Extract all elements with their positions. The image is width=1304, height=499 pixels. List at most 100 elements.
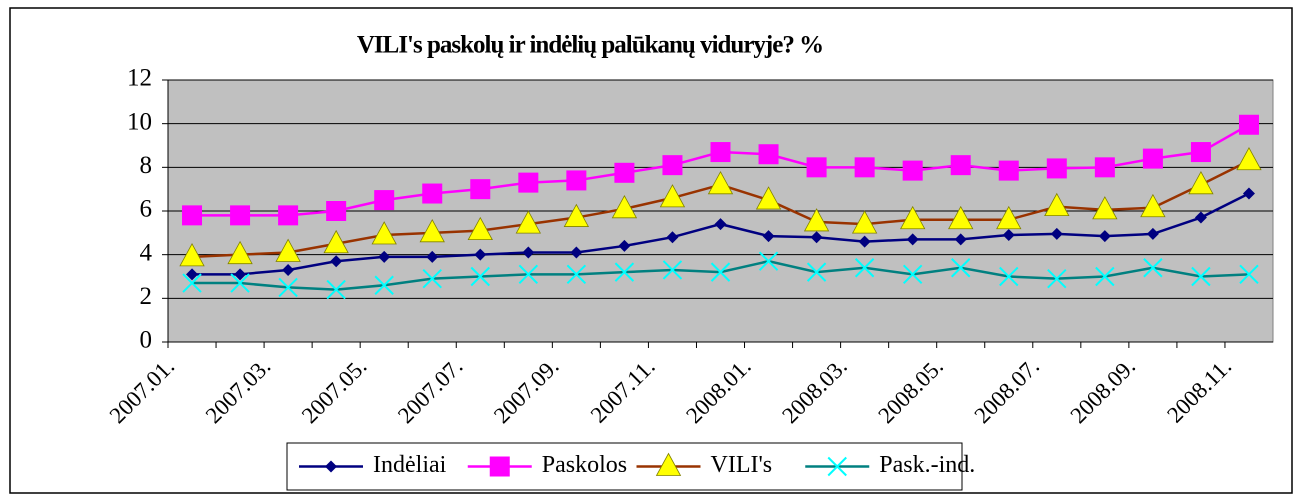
marker bbox=[1140, 193, 1166, 218]
legend-label: Paskolos bbox=[542, 452, 627, 478]
marker bbox=[999, 266, 1019, 287]
marker bbox=[323, 229, 349, 254]
marker bbox=[1146, 227, 1159, 240]
marker bbox=[762, 230, 775, 243]
marker bbox=[1143, 258, 1163, 278]
marker bbox=[710, 142, 731, 163]
marker bbox=[518, 172, 539, 193]
legend-marker bbox=[827, 456, 847, 477]
legend-marker bbox=[655, 452, 682, 476]
chart-title: VILI's paskolų ir indėlių palūkanų vidur… bbox=[357, 32, 823, 59]
marker bbox=[275, 238, 301, 262]
marker bbox=[474, 248, 487, 261]
marker bbox=[659, 184, 686, 208]
marker bbox=[858, 235, 871, 248]
marker bbox=[326, 201, 347, 221]
y-tick-label: 10 bbox=[127, 108, 152, 135]
marker bbox=[618, 239, 631, 252]
marker bbox=[278, 277, 298, 298]
marker bbox=[422, 268, 442, 289]
y-tick-label: 0 bbox=[140, 327, 153, 354]
marker bbox=[948, 205, 974, 230]
marker bbox=[515, 210, 541, 234]
legend-label: Indėliai bbox=[373, 452, 447, 478]
marker bbox=[710, 262, 731, 282]
marker bbox=[426, 250, 439, 263]
legend-marker bbox=[325, 460, 337, 473]
marker bbox=[1044, 192, 1070, 217]
marker bbox=[1002, 229, 1015, 242]
marker bbox=[1098, 230, 1111, 243]
marker bbox=[282, 263, 295, 276]
marker bbox=[1046, 158, 1067, 179]
marker bbox=[234, 268, 247, 281]
marker bbox=[662, 155, 683, 176]
marker bbox=[230, 205, 251, 226]
marker bbox=[758, 144, 779, 165]
marker bbox=[470, 266, 490, 287]
marker bbox=[1194, 211, 1207, 224]
marker bbox=[566, 170, 587, 191]
marker bbox=[806, 262, 827, 282]
marker bbox=[374, 190, 395, 211]
marker bbox=[182, 205, 203, 226]
marker bbox=[1094, 157, 1115, 178]
marker bbox=[755, 186, 782, 210]
y-tick-label: 6 bbox=[140, 196, 153, 223]
marker bbox=[900, 205, 926, 230]
marker bbox=[522, 246, 535, 259]
marker bbox=[998, 160, 1019, 181]
marker bbox=[662, 260, 683, 280]
marker bbox=[566, 264, 587, 285]
marker bbox=[951, 258, 971, 278]
marker bbox=[707, 170, 734, 195]
marker bbox=[902, 264, 923, 285]
marker bbox=[666, 231, 679, 244]
marker bbox=[230, 273, 250, 293]
marker bbox=[518, 264, 539, 285]
marker bbox=[806, 157, 827, 178]
marker bbox=[902, 160, 923, 181]
marker bbox=[851, 210, 878, 234]
marker bbox=[470, 179, 491, 200]
marker bbox=[614, 162, 635, 183]
y-tick-label: 2 bbox=[140, 283, 153, 310]
marker bbox=[1047, 268, 1067, 289]
marker bbox=[278, 205, 299, 226]
y-tick-label: 4 bbox=[140, 239, 153, 266]
marker bbox=[1050, 227, 1063, 240]
marker bbox=[1092, 196, 1118, 220]
marker bbox=[714, 218, 727, 231]
marker bbox=[803, 208, 830, 232]
legend-label: Pask.-ind. bbox=[879, 452, 975, 478]
marker bbox=[906, 233, 919, 246]
marker bbox=[1242, 187, 1255, 200]
marker bbox=[614, 262, 635, 282]
marker bbox=[1095, 266, 1115, 287]
y-tick-label: 12 bbox=[127, 65, 152, 92]
marker bbox=[182, 273, 202, 293]
marker bbox=[954, 233, 967, 246]
y-tick-label: 8 bbox=[140, 152, 153, 179]
marker bbox=[371, 221, 397, 245]
marker bbox=[950, 155, 971, 176]
marker bbox=[1238, 114, 1259, 135]
marker bbox=[374, 275, 394, 295]
marker bbox=[1190, 142, 1211, 163]
marker bbox=[854, 258, 875, 278]
marker bbox=[227, 240, 253, 265]
marker bbox=[563, 203, 590, 227]
marker bbox=[570, 246, 583, 259]
marker bbox=[326, 279, 346, 300]
marker bbox=[419, 218, 445, 243]
marker bbox=[1191, 266, 1211, 287]
marker bbox=[1142, 148, 1163, 169]
marker bbox=[854, 157, 875, 178]
marker bbox=[1239, 264, 1259, 285]
marker bbox=[810, 231, 823, 244]
marker bbox=[611, 194, 638, 219]
marker bbox=[1236, 146, 1262, 171]
marker bbox=[1188, 170, 1214, 195]
marker bbox=[996, 205, 1022, 230]
